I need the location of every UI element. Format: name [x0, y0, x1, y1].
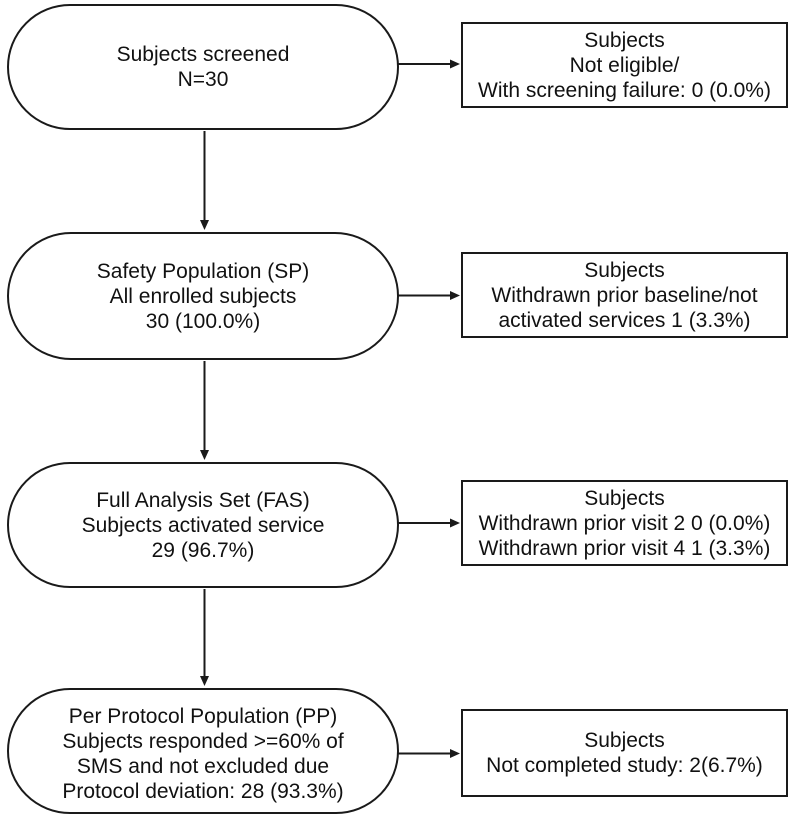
node-text-line: Subjects responded >=60% of	[62, 730, 344, 753]
arrow-down-3-head-icon	[200, 676, 209, 686]
sidebox-text-line: Not completed study: 2(6.7%)	[486, 754, 763, 777]
sidebox-text-line: Subjects	[584, 28, 665, 52]
node-text-line: Safety Population (SP)	[96, 259, 310, 283]
node-text-line: Full Analysis Set (FAS)	[96, 488, 310, 512]
sidebox-text-line: Withdrawn prior visit 4 1 (3.3%)	[478, 536, 771, 560]
node-text-line: 30 (100.0%)	[145, 309, 261, 333]
sidebox-subjects-screened-exclusions: Subjects Not eligible/ With screening fa…	[461, 22, 788, 108]
node-text-line: 29 (96.7%)	[151, 538, 255, 562]
sidebox-text-line: Subjects	[584, 258, 665, 282]
arrow-down-1-head-icon	[200, 220, 209, 230]
arrow-right-3-head-icon	[450, 518, 460, 528]
node-text-line: N=30	[177, 68, 229, 91]
node-safety-population: Safety Population (SP) All enrolled subj…	[7, 232, 399, 360]
sidebox-text-line: Subjects	[584, 486, 665, 510]
arrow-right-4-head-icon	[450, 749, 460, 758]
node-text-line: SMS and not excluded due	[76, 755, 330, 778]
arrow-down-2-head-icon	[200, 450, 209, 460]
sidebox-text-line: Not eligible/	[569, 53, 680, 77]
arrow-right-2-head-icon	[450, 291, 460, 300]
sidebox-text-line: Subjects	[584, 729, 665, 752]
sidebox-per-protocol-population-exclusions: Subjects Not completed study: 2(6.7%)	[461, 709, 788, 797]
node-text-line: Protocol deviation: 28 (93.3%)	[62, 780, 344, 803]
node-full-analysis-set: Full Analysis Set (FAS) Subjects activat…	[7, 462, 399, 588]
sidebox-text-line: Withdrawn prior visit 2 0 (0.0%)	[478, 511, 771, 535]
node-text-line: Subjects screened	[116, 43, 290, 66]
node-text-line: All enrolled subjects	[109, 284, 297, 308]
sidebox-full-analysis-set-exclusions: Subjects Withdrawn prior visit 2 0 (0.0%…	[461, 480, 788, 566]
node-text-line: Subjects activated service	[81, 513, 325, 537]
sidebox-text-line: activated services 1 (3.3%)	[498, 308, 751, 332]
sidebox-safety-population-exclusions: Subjects Withdrawn prior baseline/not ac…	[461, 252, 788, 338]
node-subjects-screened: Subjects screened N=30	[7, 4, 399, 130]
node-text-line: Per Protocol Population (PP)	[68, 705, 338, 728]
sidebox-text-line: Withdrawn prior baseline/not	[491, 283, 758, 307]
arrow-right-1-head-icon	[450, 59, 460, 69]
sidebox-text-line: With screening failure: 0 (0.0%)	[478, 78, 771, 102]
node-per-protocol-population: Per Protocol Population (PP) Subjects re…	[7, 688, 399, 814]
